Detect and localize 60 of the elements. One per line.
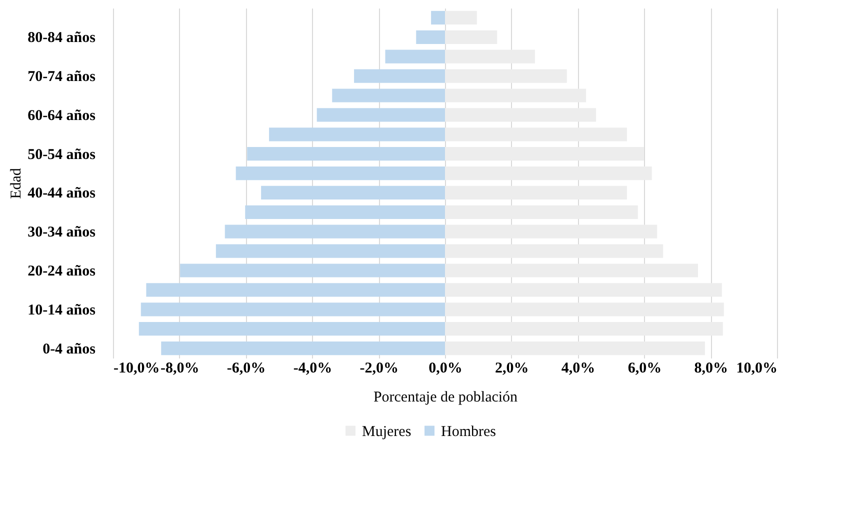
bar [445, 30, 498, 44]
bar [354, 69, 445, 83]
x-tick-label: -6,0% [226, 360, 266, 376]
x-tick-label: -4,0% [293, 360, 332, 376]
x-tick-label: 10,0% [736, 360, 778, 376]
bar [445, 186, 627, 200]
bar [245, 205, 445, 219]
bar [416, 30, 445, 44]
x-tick-label: 2,0% [495, 360, 529, 376]
bar [216, 244, 445, 258]
x-tick-label: 4,0% [561, 360, 596, 376]
bar [445, 283, 722, 297]
x-tick-label: 8,0% [694, 360, 728, 376]
bar [445, 244, 664, 258]
bar [445, 10, 477, 25]
bar [161, 341, 445, 356]
bar [445, 147, 644, 161]
bar [445, 341, 705, 356]
bar [445, 69, 567, 83]
bar [316, 108, 445, 122]
bar [180, 264, 445, 278]
y-tick-label: 0-4 años [42, 341, 96, 358]
bar [445, 302, 724, 316]
x-axis-title: Porcentaje de población [373, 390, 518, 406]
x-tick-label: -2,0% [360, 360, 398, 376]
bar [385, 50, 445, 64]
bar [138, 322, 445, 336]
bar [445, 128, 627, 142]
y-tick-label: 80-84 años [28, 30, 96, 46]
bar [445, 50, 535, 64]
legend-label: Mujeres [362, 424, 412, 440]
bar [140, 302, 445, 316]
bar [445, 166, 652, 180]
legend-label: Hombres [441, 424, 496, 440]
bar [269, 128, 445, 142]
bar [431, 10, 445, 25]
y-tick-label: 40-44 años [28, 186, 96, 202]
x-tick-label: -10,0% [114, 360, 160, 376]
y-tick-label: 30-34 años [28, 224, 96, 241]
bar [224, 224, 445, 238]
bar [332, 88, 445, 102]
y-tick-label: 10-14 años [28, 302, 96, 318]
y-tick-label: 70-74 años [28, 69, 96, 86]
y-tick-label: 20-24 años [28, 264, 96, 280]
x-tick-label: -8,0% [160, 360, 200, 376]
y-tick-label: 60-64 años [28, 108, 96, 124]
x-tick-label: 6,0% [628, 360, 662, 376]
bar [445, 108, 596, 122]
y-axis-title: Edad [8, 168, 25, 199]
bar [445, 322, 723, 336]
x-tick-label: 0,0% [428, 360, 462, 376]
bar [261, 186, 445, 200]
bar [445, 88, 586, 102]
bar [247, 147, 445, 161]
bar [445, 264, 698, 278]
y-tick-label: 50-54 años [28, 146, 96, 163]
bar [445, 205, 638, 219]
bar [146, 283, 445, 297]
bar [236, 166, 445, 180]
bar [445, 224, 658, 238]
